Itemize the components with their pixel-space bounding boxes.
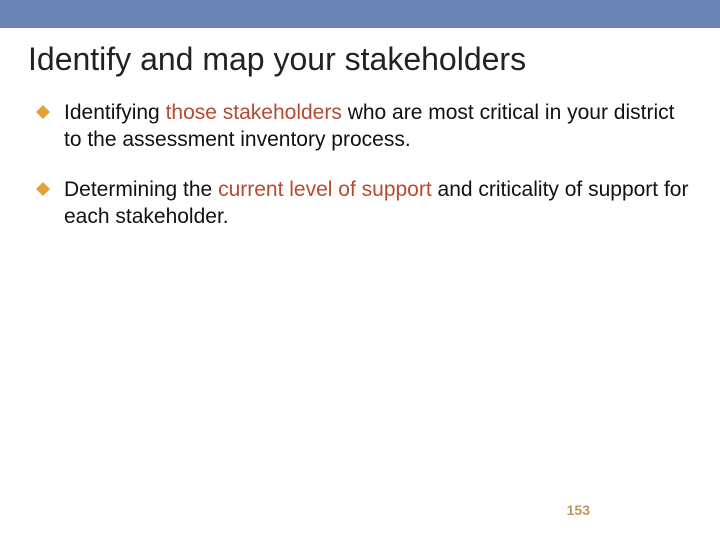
plain-text: Identifying [64,101,166,124]
bullet-text: Identifying those stakeholders who are m… [64,99,692,154]
bullet-text: Determining the current level of support… [64,176,692,231]
plain-text: Determining the [64,178,218,201]
top-accent-bar [0,0,720,28]
slide-title: Identify and map your stakeholders [0,28,720,83]
emphasized-text: current level of support [218,178,432,201]
bullet-item: Determining the current level of support… [36,176,692,231]
bullet-list: Identifying those stakeholders who are m… [0,83,720,230]
diamond-bullet-icon [36,105,50,119]
bullet-item: Identifying those stakeholders who are m… [36,99,692,154]
emphasized-text: those stakeholders [166,101,342,124]
page-number: 153 [567,502,590,518]
diamond-bullet-icon [36,182,50,196]
